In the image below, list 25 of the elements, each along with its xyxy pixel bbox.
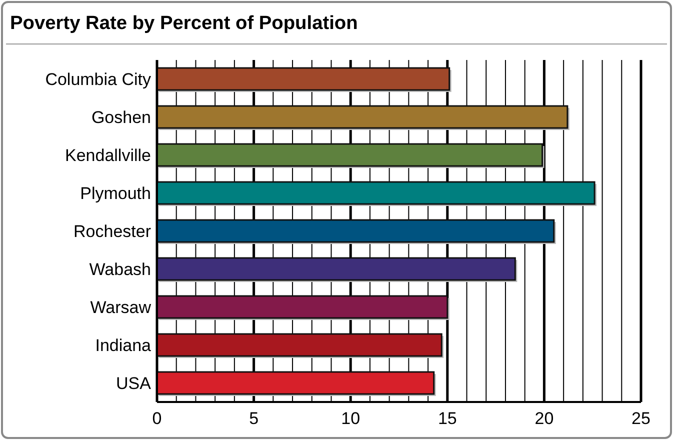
- bar: [156, 143, 544, 167]
- bar: [156, 181, 596, 205]
- x-tick-label: 20: [534, 409, 554, 428]
- y-tick-label: Columbia City: [45, 70, 152, 89]
- y-tick-label: Kendallville: [65, 146, 151, 165]
- bar: [156, 105, 568, 129]
- y-tick-label: Goshen: [91, 108, 151, 127]
- bar: [156, 295, 448, 319]
- y-tick-label: Warsaw: [90, 298, 152, 317]
- bar: [156, 219, 555, 243]
- x-tick-label: 5: [249, 409, 259, 428]
- y-tick-label: Indiana: [95, 336, 152, 355]
- chart-title: Poverty Rate by Percent of Population: [10, 13, 358, 34]
- x-tick-label: 10: [341, 409, 360, 428]
- y-tick-label: Plymouth: [80, 184, 151, 203]
- x-tick-label: 25: [632, 409, 650, 428]
- bar: [156, 257, 516, 281]
- y-tick-label: Rochester: [74, 222, 152, 241]
- bar: [156, 67, 450, 91]
- y-tick-label: Wabash: [89, 260, 151, 279]
- x-tick-label: 0: [152, 409, 162, 428]
- x-tick-label: 15: [438, 409, 457, 428]
- bar: [156, 333, 442, 357]
- y-tick-label: USA: [116, 374, 152, 393]
- bar: [156, 371, 435, 395]
